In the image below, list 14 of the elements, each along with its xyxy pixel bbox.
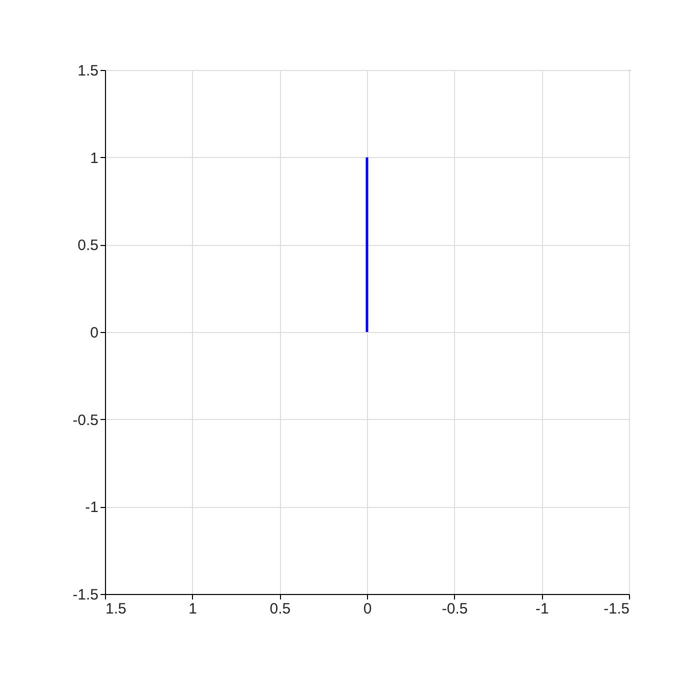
x-tick-label: -1: [535, 600, 549, 618]
y-tick-label: -1.5: [72, 586, 98, 604]
y-tick-label: -1: [85, 499, 98, 516]
y-tick-label: 0.5: [78, 237, 98, 254]
x-tick-label: -1.5: [604, 600, 630, 618]
x-tick-label: -0.5: [442, 600, 468, 618]
x-tick-label: 0: [363, 600, 372, 618]
y-tick-label: -0.5: [72, 412, 98, 429]
y-tick-label: 1.5: [78, 62, 98, 80]
y-tick-label: 1: [90, 150, 98, 167]
x-tick-label: 1: [188, 600, 198, 618]
x-tick-label: 1.5: [106, 600, 126, 618]
x-tick-label: 0.5: [270, 600, 291, 618]
y-tick-label: 0: [90, 324, 98, 342]
